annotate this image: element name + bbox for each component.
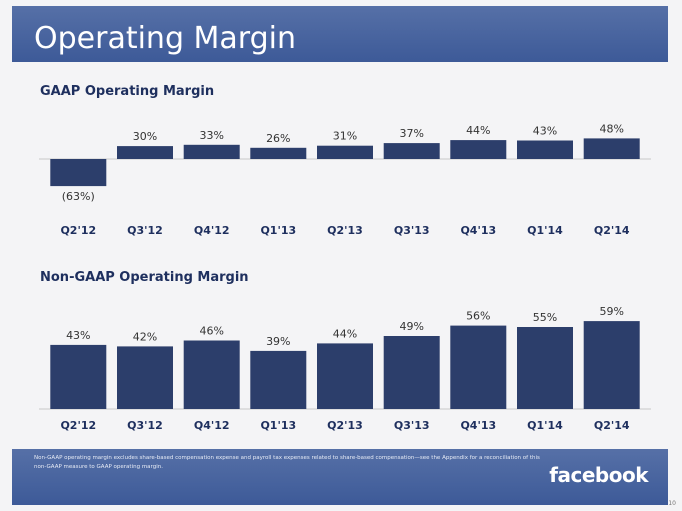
data-label: 26% <box>266 132 290 145</box>
bar-Q2'12 <box>50 344 107 409</box>
facebook-logo: facebook <box>549 463 648 487</box>
category-label: Q3'13 <box>394 419 430 432</box>
bar-Q1'13 <box>250 147 307 159</box>
bar-Q2'13 <box>317 145 373 159</box>
gaap-chart-title: GAAP Operating Margin <box>40 84 215 99</box>
category-label: Q4'13 <box>460 419 496 432</box>
data-label: 30% <box>133 130 157 143</box>
bar-Q2'12 <box>50 159 107 187</box>
data-label: 44% <box>333 327 357 340</box>
data-label: 56% <box>466 310 490 323</box>
non-gaap-operating-margin-chart: 43% Q2'12 42% Q3'12 46% Q4'12 39% Q1'13 44% Q2'13… <box>39 305 651 432</box>
slide-title: Operating Margin <box>34 21 296 56</box>
data-label: 55% <box>533 311 557 324</box>
footer-bar: Non-GAAP operating margin excludes share… <box>12 449 668 505</box>
data-label: 43% <box>66 329 90 342</box>
gaap-operating-margin-chart: (63%) Q2'12 30% Q3'12 33% Q4'12 26% Q1'13 31% Q2'… <box>39 122 651 237</box>
footnote: Non-GAAP operating margin excludes share… <box>34 455 540 470</box>
category-label: Q1'13 <box>260 224 296 237</box>
data-label: 46% <box>199 325 223 338</box>
data-label: 37% <box>399 127 423 140</box>
bar-Q1'14 <box>517 140 573 159</box>
category-label: Q2'14 <box>594 419 630 432</box>
category-label: Q2'12 <box>60 224 96 237</box>
category-label: Q1'14 <box>527 224 563 237</box>
category-label: Q4'13 <box>460 224 496 237</box>
page-number: 10 <box>668 500 676 507</box>
data-label: (63%) <box>62 190 95 203</box>
data-label: 49% <box>399 320 423 333</box>
bar-Q4'13 <box>450 325 507 409</box>
data-label: 44% <box>466 124 490 137</box>
bar-Q3'13 <box>383 143 440 159</box>
data-label: 39% <box>266 335 290 348</box>
category-label: Q1'14 <box>527 419 563 432</box>
bar-Q4'12 <box>183 340 240 409</box>
category-label: Q3'12 <box>127 419 163 432</box>
bar-Q3'12 <box>117 346 173 409</box>
data-label: 42% <box>133 330 157 343</box>
non-gaap-chart-title: Non-GAAP Operating Margin <box>40 270 249 285</box>
data-label: 31% <box>333 130 357 143</box>
category-label: Q2'13 <box>327 419 363 432</box>
category-label: Q3'13 <box>394 224 430 237</box>
bar-Q2'14 <box>583 138 640 159</box>
category-label: Q3'12 <box>127 224 163 237</box>
data-label: 48% <box>599 122 623 135</box>
category-label: Q2'12 <box>60 419 96 432</box>
data-label: 33% <box>199 129 223 142</box>
data-label: 43% <box>533 125 557 138</box>
category-label: Q2'13 <box>327 224 363 237</box>
bar-Q4'12 <box>183 144 240 159</box>
bar-Q2'13 <box>317 343 373 409</box>
bar-Q1'14 <box>517 327 573 409</box>
category-label: Q2'14 <box>594 224 630 237</box>
category-label: Q1'13 <box>260 419 296 432</box>
bar-Q1'13 <box>250 350 307 409</box>
bar-Q3'13 <box>383 336 440 409</box>
title-bar: Operating Margin <box>12 6 668 62</box>
category-label: Q4'12 <box>194 419 230 432</box>
category-label: Q4'12 <box>194 224 230 237</box>
bar-Q4'13 <box>450 140 507 159</box>
bar-Q3'12 <box>117 146 173 159</box>
bar-Q2'14 <box>583 321 640 409</box>
data-label: 59% <box>599 305 623 318</box>
